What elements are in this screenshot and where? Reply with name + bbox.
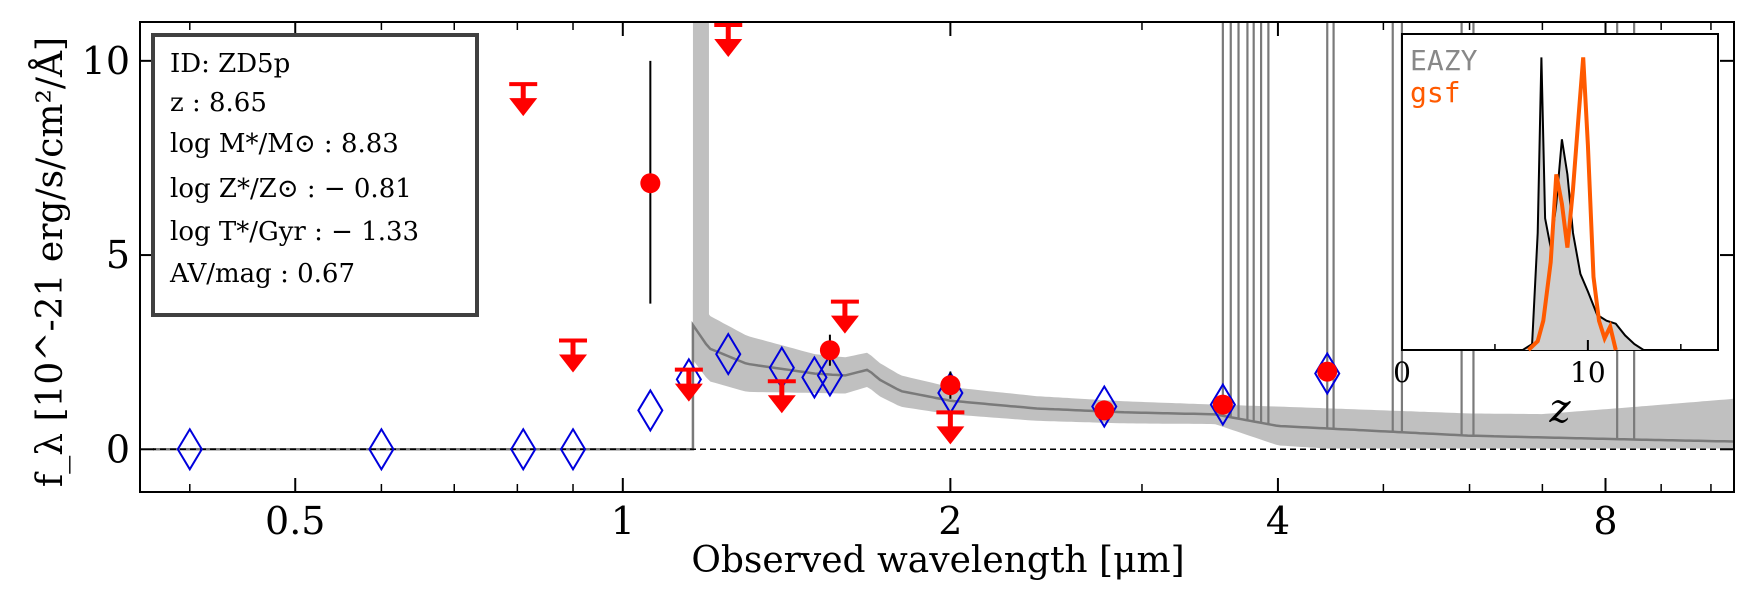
info-stellar-mass: log M*/M⊙ : 8.83 [170,129,399,159]
redshift-inset: 0 10 EAZY gsf z [1393,33,1719,432]
inset-axes: 0 10 [1393,340,1682,389]
model-photometry-diamond [715,332,742,377]
upper-limit-arrow [674,383,703,402]
upper-limits [509,23,965,445]
model-photometry-diamond [816,353,844,398]
inset-x-label: z [1548,386,1571,432]
main-axes: 0.5 1 2 4 8 0 5 10 [82,21,1735,543]
model-photometry-diamond [510,427,537,472]
model-photometry-diamond [559,427,587,472]
info-metallicity: log Z*/Z⊙ : − 0.81 [170,174,412,204]
upper-limit-arrow [559,354,588,373]
model-photometry-diamond [637,388,664,433]
gsf-pz-curve [1527,57,1618,352]
inset-legend-gsf: gsf [1410,76,1461,109]
x-tick-label: 2 [938,499,962,543]
upper-limit-arrow [936,426,965,445]
info-box-frame [151,33,479,317]
upper-limit-arrow [830,315,859,334]
y-axis-label: f_λ [10^-21 erg/s/cm²/Å] [29,37,71,487]
model-photometry-diamond [801,355,828,400]
detection-point [819,340,840,361]
x-tick-label: 4 [1266,499,1290,543]
info-age: log T*/Gyr : − 1.33 [170,217,419,247]
detection-point [1094,400,1115,421]
inset-x-tick-label: 10 [1570,356,1606,389]
model-photometry-diamond [368,427,395,472]
info-id: ID: ZD5p [170,49,290,79]
x-tick-label: 0.5 [265,499,325,543]
model-sed-median [152,321,1734,451]
y-tick-label: 0 [106,427,130,471]
upper-limit-arrow [714,39,743,57]
x-tick-label: 8 [1593,499,1617,543]
info-dust: AV/mag : 0.67 [169,259,355,289]
detection-point [1317,361,1338,382]
inset-x-tick-label: 0 [1393,356,1411,389]
detection-point [640,173,661,194]
model-photometry-diamond [1091,384,1118,429]
eazy-pz-fill [1522,57,1644,351]
detection-point [940,375,961,396]
upper-limit-arrow [767,395,796,414]
upper-limit-arrow [509,98,538,117]
model-photometry-diamond [1209,382,1237,427]
x-axis-label: Observed wavelength [μm] [691,540,1184,581]
model-sed-median-line [152,321,1734,451]
model-sed-lyman-peak [692,22,709,325]
detections [640,60,1338,421]
x-tick-label: 1 [611,499,635,543]
info-redshift: z : 8.65 [170,88,267,118]
y-tick-label: 10 [82,39,130,83]
detection-point [1212,394,1233,415]
y-tick-label: 5 [106,233,130,277]
model-photometry-diamond [176,427,203,472]
info-box: ID: ZD5p z : 8.65 log M*/M⊙ : 8.83 log Z… [151,33,479,317]
axes-frame [139,21,1735,493]
inset-legend-eazy: EAZY [1410,44,1478,77]
